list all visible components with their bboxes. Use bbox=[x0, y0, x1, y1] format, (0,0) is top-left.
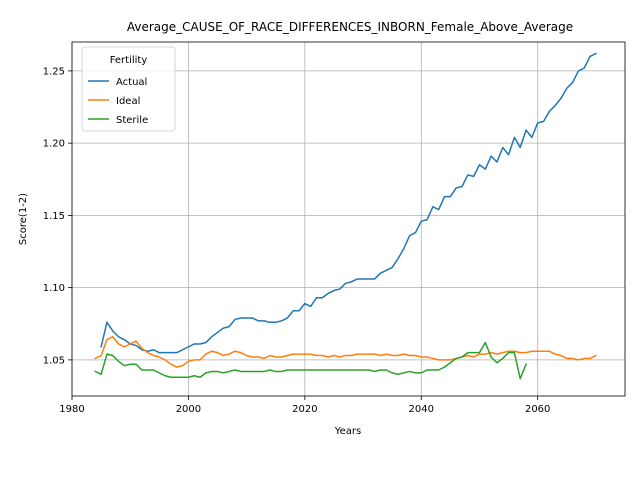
y-tick-label: 1.10 bbox=[43, 283, 65, 294]
series-layer bbox=[94, 52, 597, 380]
y-axis-label: Score(1-2) bbox=[18, 193, 29, 245]
y-tick-label: 1.05 bbox=[43, 355, 65, 366]
plot-frame bbox=[71, 41, 626, 397]
legend: Fertility Actual Ideal Sterile bbox=[81, 46, 176, 132]
legend-label-actual: Actual bbox=[116, 77, 147, 88]
x-tick-label: 2060 bbox=[525, 404, 550, 415]
series-line-sterile bbox=[94, 341, 528, 380]
y-tick-label: 1.15 bbox=[43, 211, 65, 222]
legend-label-ideal: Ideal bbox=[116, 96, 140, 107]
x-axis-label: Years bbox=[334, 426, 361, 437]
series-line-ideal bbox=[94, 336, 597, 368]
grid bbox=[71, 42, 625, 396]
series-line-actual bbox=[100, 52, 597, 354]
y-axis: 1.05 1.10 1.15 1.20 1.25 bbox=[43, 66, 72, 366]
chart-title: Average_CAUSE_OF_RACE_DIFFERENCES_INBORN… bbox=[127, 20, 573, 34]
y-tick-label: 1.25 bbox=[43, 66, 65, 77]
x-axis: 1980 2000 2020 2040 2060 bbox=[59, 396, 550, 415]
legend-box bbox=[81, 46, 176, 132]
x-tick-label: 2000 bbox=[176, 404, 201, 415]
y-tick-label: 1.20 bbox=[43, 139, 65, 150]
x-tick-label: 2040 bbox=[409, 404, 434, 415]
x-tick-label: 1980 bbox=[59, 404, 84, 415]
legend-title: Fertility bbox=[110, 55, 148, 66]
legend-label-sterile: Sterile bbox=[116, 115, 148, 126]
x-tick-label: 2020 bbox=[292, 404, 317, 415]
